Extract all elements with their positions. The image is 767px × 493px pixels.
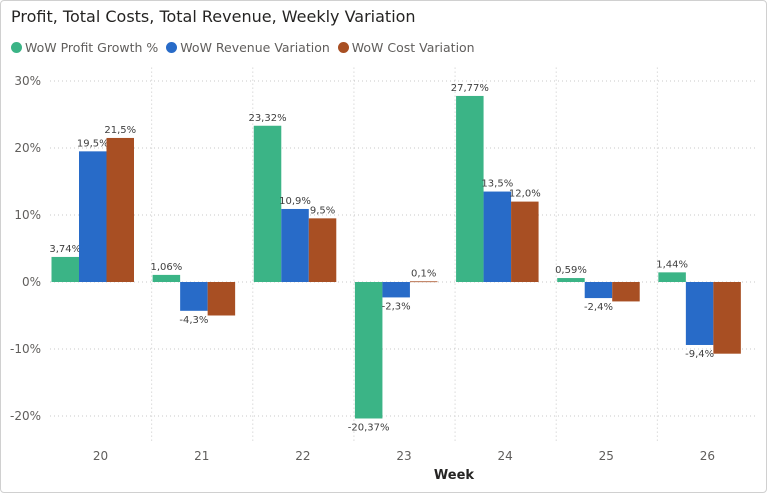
bar[interactable]	[456, 95, 484, 282]
x-axis-title: Week	[434, 468, 475, 483]
x-tick-label: 20	[93, 449, 108, 463]
legend-swatch-cost	[337, 42, 349, 53]
bar[interactable]	[511, 201, 539, 282]
legend-label-revenue: WoW Revenue Variation	[180, 40, 330, 55]
legend-swatch-profit	[11, 42, 22, 53]
bar[interactable]	[713, 282, 741, 354]
legend-swatch-revenue	[166, 42, 178, 53]
bar[interactable]	[152, 274, 181, 282]
data-label: 1,44%	[656, 259, 688, 270]
data-label: 19,5%	[77, 138, 109, 149]
data-label: 23,32%	[248, 113, 286, 124]
data-label: 21,5%	[104, 125, 136, 136]
y-tick-label: 10%	[14, 208, 41, 222]
bar[interactable]	[354, 282, 383, 419]
bar[interactable]	[180, 282, 208, 311]
legend-item-revenue[interactable]: WoW Revenue Variation	[166, 40, 330, 55]
data-label: 27,77%	[451, 83, 489, 94]
bar[interactable]	[658, 272, 686, 282]
data-label: -20,37%	[348, 422, 390, 433]
y-tick-label: 20%	[14, 141, 41, 155]
bar[interactable]	[106, 137, 135, 282]
x-tick-label: 26	[700, 449, 715, 463]
bar[interactable]	[584, 282, 613, 299]
chart-legend[interactable]: WoW Profit Growth % WoW Revenue Variatio…	[11, 40, 483, 55]
bar[interactable]	[51, 256, 80, 282]
y-tick-label: -20%	[10, 409, 41, 423]
x-tick-label: 22	[295, 449, 310, 463]
legend-label-profit: WoW Profit Growth %	[25, 40, 159, 55]
x-tick-label: 25	[599, 449, 614, 463]
data-label: 12,0%	[509, 189, 541, 200]
data-label: 13,5%	[481, 179, 513, 190]
data-label: 10,9%	[279, 196, 311, 207]
legend-label-cost: WoW Cost Variation	[351, 40, 475, 55]
legend-item-cost[interactable]: WoW Cost Variation	[337, 40, 475, 55]
y-tick-label: 30%	[14, 74, 41, 88]
bar[interactable]	[483, 191, 512, 282]
chart-title: Profit, Total Costs, Total Revenue, Week…	[11, 7, 416, 26]
data-label: 0,59%	[555, 265, 587, 276]
x-tick-label: 24	[498, 449, 513, 463]
bar[interactable]	[557, 278, 585, 282]
bar[interactable]	[685, 282, 714, 345]
data-label: 1,06%	[151, 262, 183, 273]
x-tick-label: 21	[194, 449, 209, 463]
y-tick-label: -10%	[10, 342, 41, 356]
bar[interactable]	[79, 151, 107, 282]
data-label: 9,5%	[310, 205, 335, 216]
y-tick-label: 0%	[22, 275, 41, 289]
bar[interactable]	[253, 125, 282, 282]
bar[interactable]	[382, 282, 410, 298]
bar[interactable]	[409, 281, 438, 283]
x-tick-label: 23	[396, 449, 411, 463]
data-label: -4,3%	[179, 315, 208, 326]
bar[interactable]	[612, 282, 640, 302]
data-label: 0,1%	[411, 268, 436, 279]
legend-item-profit[interactable]: WoW Profit Growth %	[11, 40, 158, 55]
data-label: 3,74%	[49, 244, 81, 255]
bar[interactable]	[308, 218, 337, 282]
data-label: -9,4%	[685, 349, 714, 360]
data-label: -2,4%	[584, 302, 613, 313]
bar[interactable]	[207, 282, 236, 316]
bar[interactable]	[281, 208, 309, 282]
data-label: -2,3%	[382, 301, 411, 312]
